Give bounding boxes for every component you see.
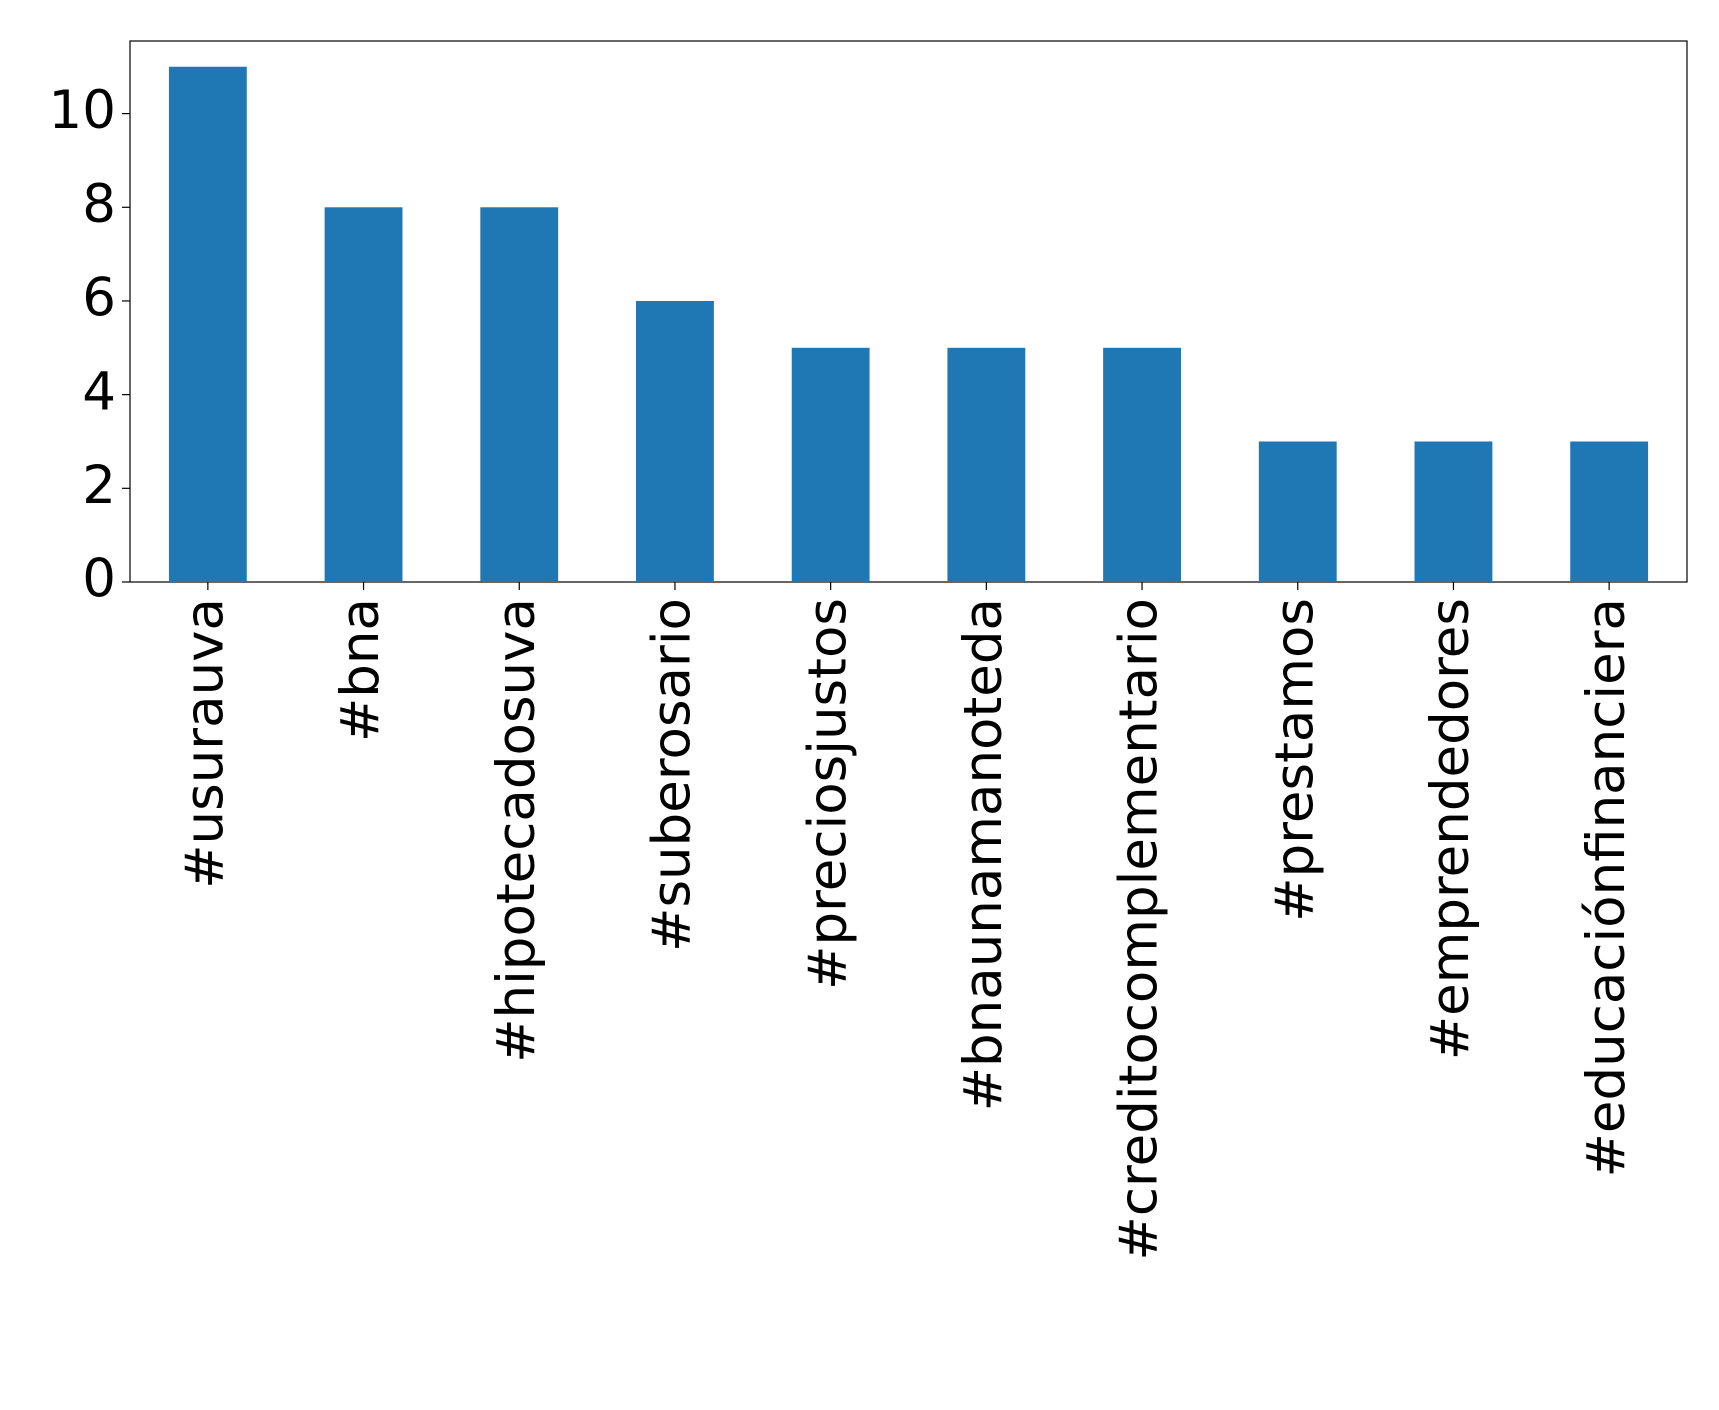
bar — [1103, 347, 1181, 582]
plot-frame — [129, 40, 1688, 583]
bar — [636, 300, 714, 582]
x-tick-label: #suberosario — [642, 598, 703, 952]
y-tick-label: 4 — [82, 361, 116, 422]
x-tick-label: #emprendedores — [1420, 598, 1481, 1060]
x-tick-label: #usurauva — [174, 598, 235, 889]
bar — [1414, 441, 1493, 582]
bar — [168, 66, 247, 582]
x-tick-label: #preciosjustos — [797, 598, 858, 990]
bar — [1258, 441, 1337, 582]
x-tick-label: #bna — [330, 598, 391, 742]
y-tick-label: 6 — [82, 268, 116, 329]
bar — [791, 347, 870, 582]
x-tick-label: #educaciónfinanciera — [1576, 598, 1637, 1178]
x-tick-label: #creditocomplementario — [1109, 598, 1170, 1261]
bar — [480, 207, 559, 583]
x-tick-label: #hipotecadosuva — [486, 598, 547, 1063]
y-tick-label: 10 — [49, 80, 116, 141]
bar — [1570, 441, 1649, 582]
bar — [324, 207, 403, 583]
x-tick-label: #bnaunamanoteda — [953, 598, 1014, 1111]
bar — [947, 347, 1026, 582]
y-tick-label: 0 — [82, 549, 116, 610]
x-tick-label: #prestamos — [1264, 598, 1325, 922]
y-tick-label: 8 — [82, 174, 116, 235]
y-tick-label: 2 — [82, 455, 116, 516]
